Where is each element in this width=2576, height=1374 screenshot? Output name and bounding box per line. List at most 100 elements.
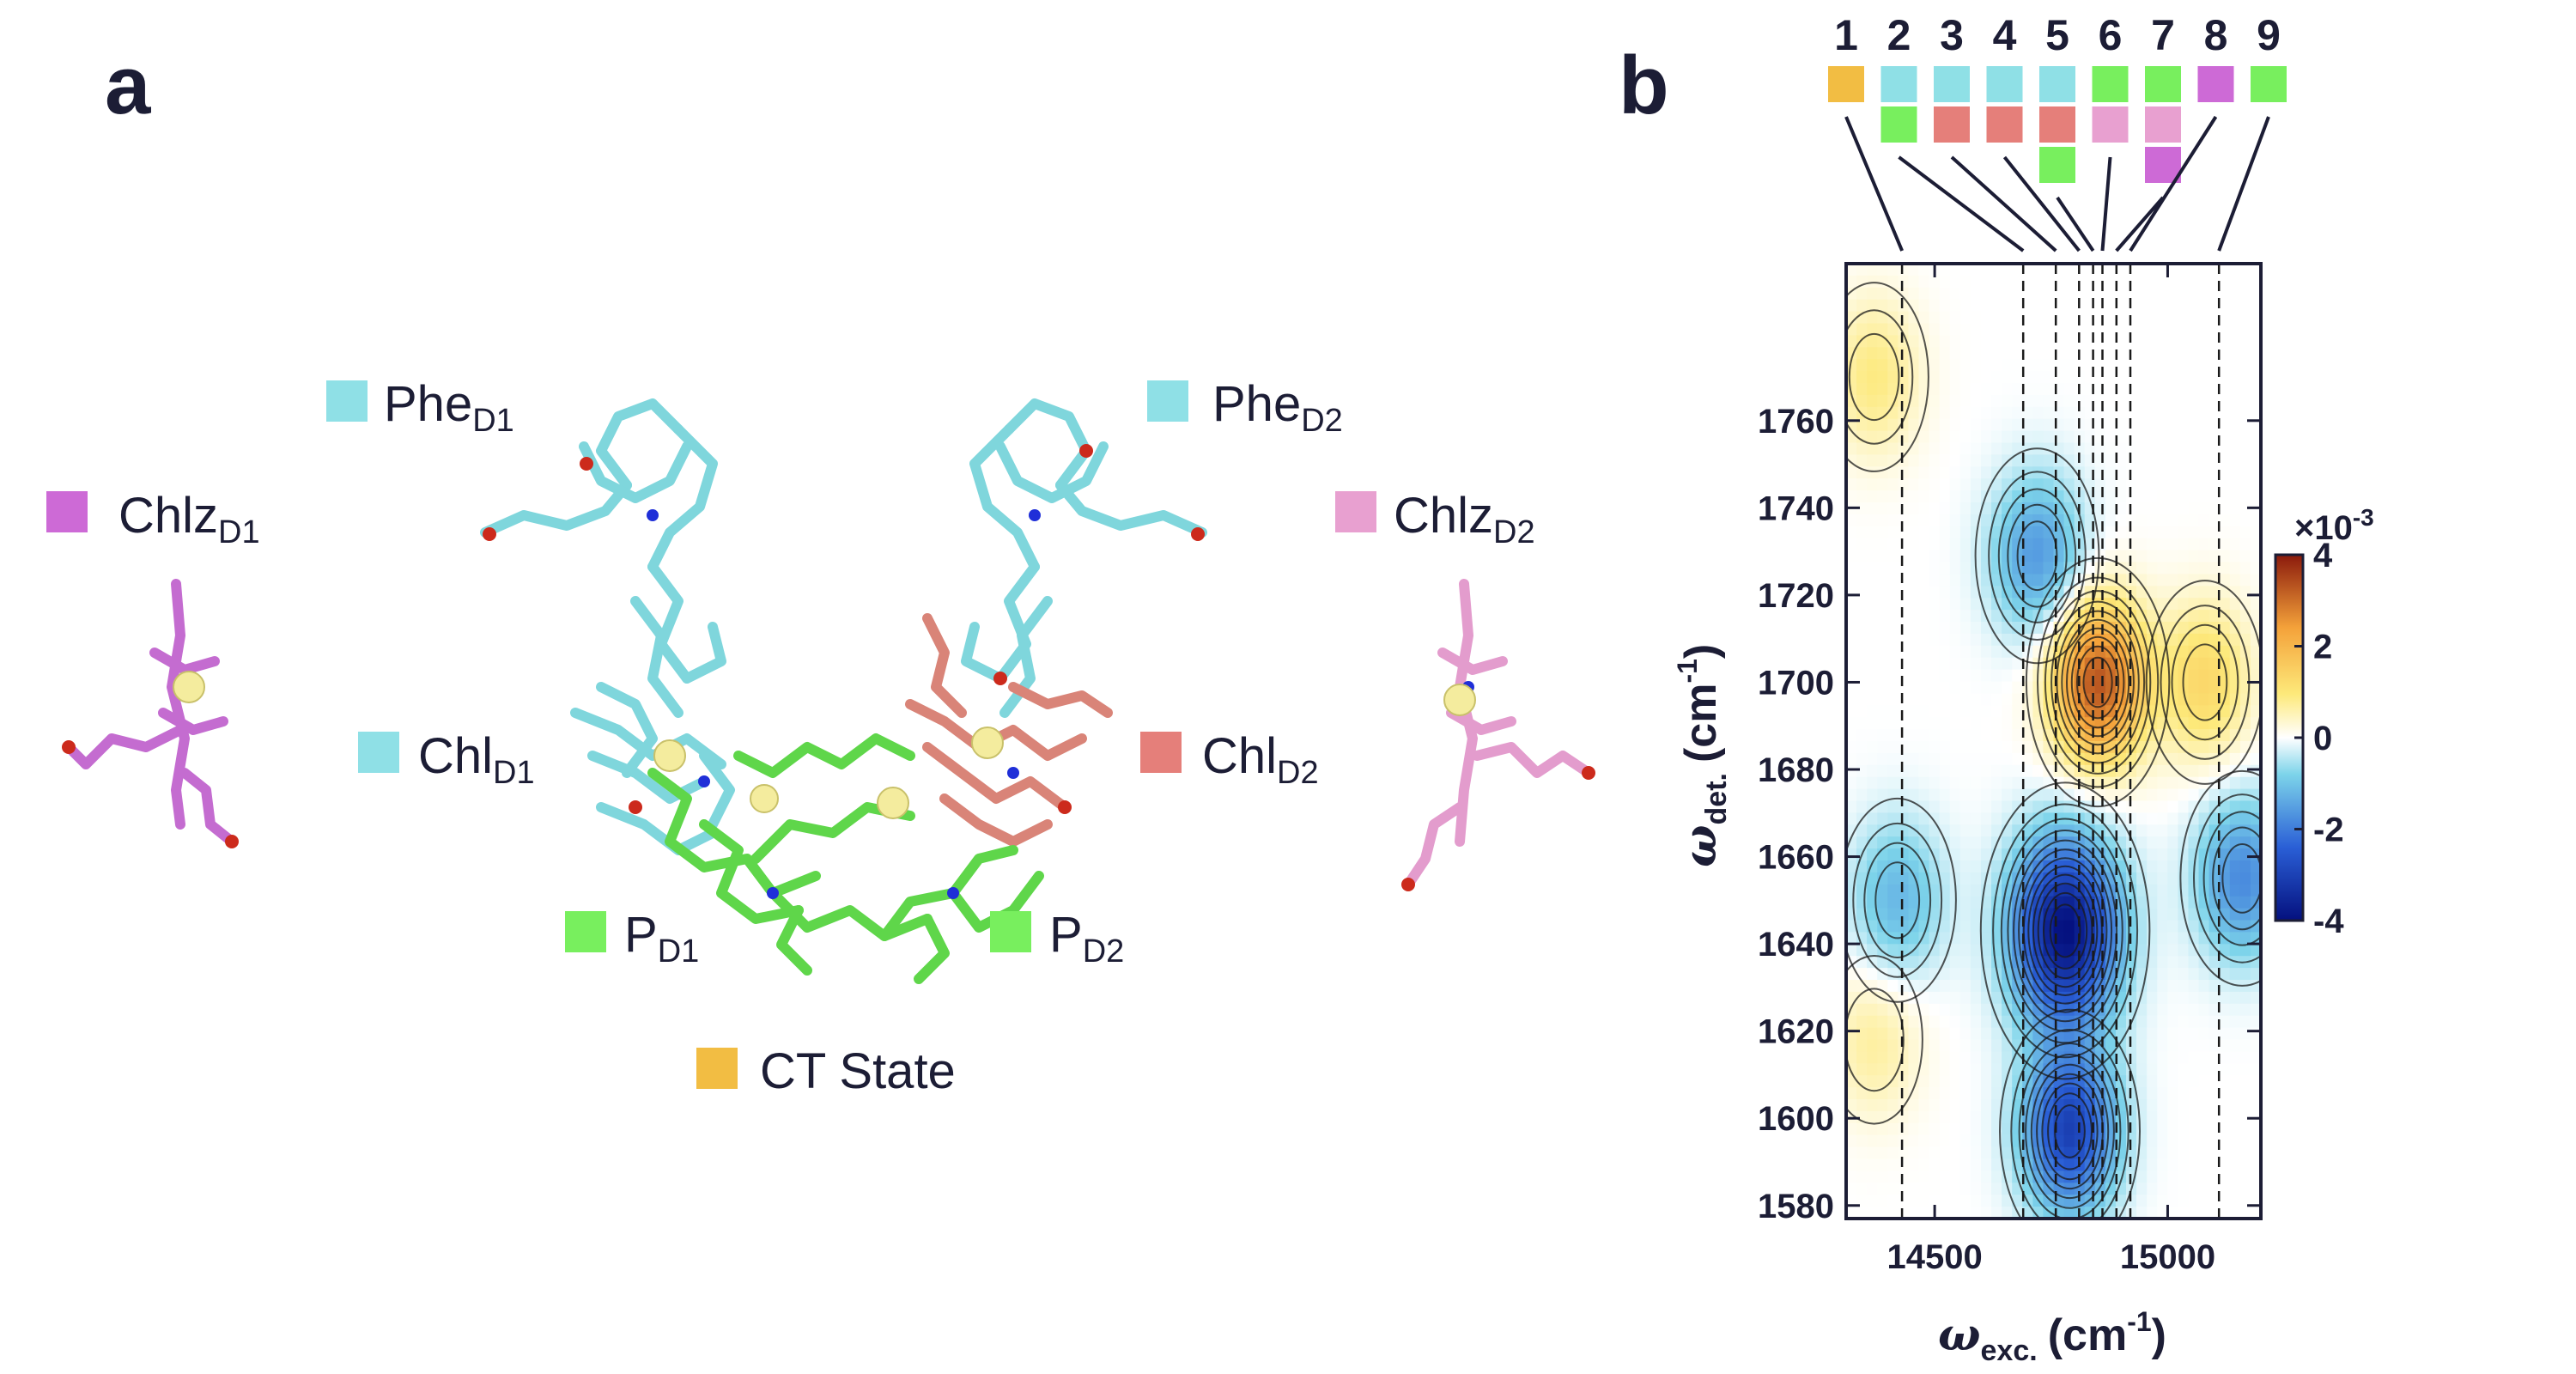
heatmap-cell — [1908, 776, 1920, 790]
heatmap-cell — [2157, 991, 2168, 1005]
heatmap-cell — [2043, 383, 2055, 396]
heatmap-cell — [1970, 418, 1982, 432]
heatmap-cell — [2032, 299, 2044, 313]
heatmap-cell — [2178, 383, 2190, 396]
heatmap-cell — [1991, 430, 2002, 444]
heatmap-cell — [1939, 800, 1951, 813]
heatmap-cell — [2002, 669, 2013, 683]
heatmap-cell — [2250, 406, 2261, 420]
heatmap-cell — [2147, 896, 2158, 909]
heatmap-cell — [1970, 860, 1982, 873]
heatmap-cell — [1959, 1170, 1971, 1183]
heatmap-cell — [2198, 478, 2210, 491]
heatmap-cell — [2178, 1039, 2190, 1052]
heatmap-cell — [1898, 824, 1910, 837]
heatmap-cell — [2167, 1195, 2178, 1207]
heatmap-cell — [2178, 872, 2190, 885]
heatmap-cell — [2229, 562, 2241, 575]
heatmap-cell — [1867, 741, 1878, 754]
heatmap-cell — [2002, 275, 2013, 289]
heatmap-cell — [1908, 359, 1920, 372]
heatmap-cell — [1980, 764, 1992, 778]
heatmap-cell — [2147, 717, 2158, 730]
heatmap-cell — [2115, 824, 2127, 837]
heatmap-cell — [2229, 693, 2241, 706]
heatmap-cell — [2012, 1122, 2023, 1136]
heatmap-cell — [2147, 502, 2158, 515]
heatmap-cell — [2136, 394, 2148, 408]
heatmap-cell — [1846, 980, 1857, 993]
heatmap-cell — [2178, 323, 2190, 336]
heatmap-cell — [1970, 1075, 1982, 1088]
heatmap-cell — [2094, 371, 2106, 384]
heatmap-cell — [2229, 514, 2241, 527]
heatmap-cell — [2208, 693, 2221, 706]
heatmap-cell — [2229, 1051, 2241, 1064]
heatmap-cell — [1991, 896, 2002, 909]
heatmap-cell — [2198, 299, 2210, 313]
heatmap-cell — [2002, 1146, 2013, 1160]
heatmap-cell — [2167, 526, 2178, 539]
heatmap-cell — [1898, 311, 1910, 325]
heatmap-cell — [2250, 359, 2261, 372]
heatmap-cell — [1929, 991, 1941, 1005]
heatmap-cell — [1939, 705, 1951, 718]
heatmap-cell — [2136, 371, 2148, 384]
heatmap-cell — [1908, 490, 1920, 503]
heatmap-cell — [1959, 526, 1971, 539]
heatmap-cell — [1929, 693, 1941, 706]
heatmap-cell — [1908, 884, 1920, 897]
heatmap-cell — [1949, 299, 1961, 313]
heatmap-cell — [1918, 705, 1930, 718]
heatmap-cell — [2002, 394, 2013, 408]
heatmap-cell — [1939, 418, 1951, 432]
heatmap-cell — [2167, 824, 2178, 837]
heatmap-cell — [2136, 1207, 2148, 1219]
contour-line — [2193, 793, 2261, 964]
heatmap-cell — [1949, 371, 1961, 384]
heatmap-cell — [1898, 1170, 1910, 1183]
heatmap-cell — [2126, 741, 2137, 754]
label-p-d2: PD2 — [990, 907, 1124, 970]
heatmap-cell — [1959, 1134, 1971, 1148]
heatmap-cell — [1959, 1099, 1971, 1112]
heatmap-cell — [2126, 394, 2137, 408]
heatmap-cell — [1991, 1075, 2002, 1088]
contour-line — [1997, 488, 2077, 623]
heatmap-cell — [1970, 693, 1982, 706]
heatmap-cell — [2147, 442, 2158, 455]
heatmap-cell — [1959, 872, 1971, 885]
heatmap-cell — [2250, 800, 2261, 813]
heatmap-cell — [1898, 526, 1910, 539]
heatmap-cell — [2157, 335, 2168, 348]
heatmap-cell — [2022, 729, 2033, 742]
heatmap-cell — [2063, 1134, 2075, 1148]
heatmap-cell — [2198, 610, 2210, 623]
heatmap-cell — [2074, 287, 2086, 301]
heatmap-cell — [2147, 383, 2158, 396]
heatmap-cell — [2219, 454, 2231, 467]
heatmap-cell — [1856, 514, 1868, 527]
heatmap-cell — [2094, 502, 2106, 515]
heatmap-cell — [2012, 1134, 2023, 1148]
heatmap-cell — [2126, 264, 2137, 277]
heatmap-cell — [2167, 311, 2178, 325]
heatmap-cell — [2002, 1110, 2013, 1124]
heatmap-cell — [1949, 418, 1961, 432]
heatmap-cell — [2002, 776, 2013, 790]
heatmap-cell — [1980, 418, 1992, 432]
heatmap-cell — [1929, 347, 1941, 360]
heatmap-cell — [1991, 287, 2002, 301]
heatmap-cell — [1856, 717, 1868, 730]
heatmap-cell — [1898, 848, 1910, 861]
state-swatch — [2039, 66, 2075, 102]
heatmap-cell — [1846, 1195, 1857, 1207]
heatmap-cell — [1918, 586, 1930, 599]
heatmap-cell — [2136, 418, 2148, 432]
heatmap-cell — [1959, 991, 1971, 1005]
colorbar-tick-label: 2 — [2313, 629, 2332, 666]
heatmap-cell — [2002, 311, 2013, 325]
heatmap-cell — [2188, 502, 2200, 515]
heatmap-cell — [2012, 1063, 2023, 1076]
